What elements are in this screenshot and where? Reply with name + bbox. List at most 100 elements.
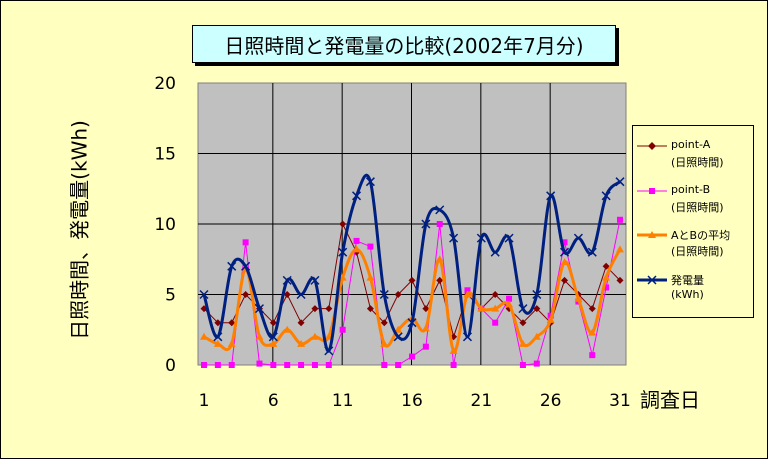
series-1-point-16 xyxy=(422,343,429,350)
legend-item-generation: 発電量 (kWh) xyxy=(633,272,753,312)
series-0-point-26 xyxy=(561,276,569,284)
series-3-point-10 xyxy=(338,247,348,257)
series-3-point-21 xyxy=(490,247,500,257)
series-3-point-9 xyxy=(324,346,334,356)
series-1-point-9 xyxy=(325,362,332,368)
x-tick-label-3: 16 xyxy=(401,391,423,411)
series-2-point-29 xyxy=(602,273,611,281)
series-3-point-0 xyxy=(199,289,209,300)
series-1-point-1 xyxy=(214,362,221,368)
series-3-point-14 xyxy=(393,332,403,342)
series-3-point-4 xyxy=(254,304,264,314)
series-3-point-24 xyxy=(532,289,542,300)
legend-item-point-a: point-A (日照時間) xyxy=(633,138,753,178)
series-2-point-20 xyxy=(477,304,486,312)
series-2-point-27 xyxy=(574,294,583,302)
series-3-point-18 xyxy=(449,233,459,243)
legend-sub-point-b: (日照時間) xyxy=(671,201,724,214)
series-0-point-16 xyxy=(422,305,430,313)
series-3-point-25 xyxy=(546,191,556,201)
series-2-point-25 xyxy=(546,315,555,323)
legend-label-generation: 発電量 xyxy=(671,274,704,287)
series-2-point-16 xyxy=(421,324,430,332)
y-tick-label-3: 15 xyxy=(154,145,176,165)
legend-item-average: AとBの平均 (日照時間) xyxy=(633,227,753,267)
y-tick-label-2: 10 xyxy=(154,215,176,235)
series-3-point-1 xyxy=(213,332,223,342)
series-2-point-19 xyxy=(463,290,472,298)
series-1-point-5 xyxy=(270,362,277,368)
x-tick-label-4: 21 xyxy=(471,391,493,411)
series-1-point-23 xyxy=(519,362,526,368)
series-3-point-3 xyxy=(241,261,251,271)
series-2-point-23 xyxy=(518,339,527,347)
series-0-point-3 xyxy=(242,291,250,298)
series-3-point-5 xyxy=(268,332,278,342)
series-1-point-21 xyxy=(492,319,499,326)
series-0-point-9 xyxy=(325,305,333,313)
series-1-point-26 xyxy=(561,239,568,246)
x-tick-label-6: 31 xyxy=(609,391,631,411)
series-1-point-15 xyxy=(409,353,415,360)
legend-item-point-b: point-B (日照時間) xyxy=(633,183,753,223)
y-tick-label-4: 20 xyxy=(154,74,176,94)
series-3-point-26 xyxy=(560,247,570,257)
series-3-point-17 xyxy=(435,205,445,215)
series-1-point-8 xyxy=(311,362,318,368)
series-2-point-21 xyxy=(491,304,500,312)
series-3-point-8 xyxy=(310,275,320,285)
legend-swatch-generation xyxy=(637,275,667,285)
series-3-point-30 xyxy=(615,177,625,187)
series-2-point-7 xyxy=(297,339,306,347)
series-0-point-30 xyxy=(616,276,624,284)
series-0-point-8 xyxy=(311,305,319,313)
series-3-point-7 xyxy=(296,289,306,300)
series-3-point-12 xyxy=(365,177,375,187)
legend-swatch-average xyxy=(637,231,667,238)
x-tick-label-5: 26 xyxy=(540,391,562,411)
series-2-point-26 xyxy=(560,258,569,266)
series-0-point-24 xyxy=(533,305,541,313)
series-1-point-29 xyxy=(603,284,610,291)
series-1-point-13 xyxy=(381,362,388,368)
series-1-point-12 xyxy=(367,243,374,250)
series-2-point-2 xyxy=(227,339,236,347)
x-axis-ticks: 1 6 11 16 21 26 31 xyxy=(199,391,631,411)
series-1-point-14 xyxy=(395,362,402,368)
series-2-point-4 xyxy=(255,332,264,340)
series-1-point-22 xyxy=(506,295,513,302)
series-0-point-6 xyxy=(283,291,291,298)
series-0-point-17 xyxy=(436,276,444,284)
series-0-point-1 xyxy=(214,319,222,327)
series-3-point-27 xyxy=(573,233,583,243)
chart-title: 日照時間と発電量の比較(2002年7月分) xyxy=(192,25,616,63)
legend: point-A (日照時間) point-B (日照時間) AとBの平均 (日照… xyxy=(632,125,754,318)
y-axis-ticks: 0 5 10 15 20 xyxy=(154,74,176,376)
series-3-point-29 xyxy=(601,191,611,201)
legend-label-point-b: point-B xyxy=(671,183,711,196)
series-2-point-1 xyxy=(213,339,222,347)
series-1-point-7 xyxy=(298,362,305,368)
series-3-point-13 xyxy=(379,289,389,300)
y-tick-label-1: 5 xyxy=(165,286,176,306)
legend-sub-point-a: (日照時間) xyxy=(671,156,724,169)
series-2-point-28 xyxy=(588,328,597,336)
series-0-point-14 xyxy=(394,291,402,298)
series-3 xyxy=(199,173,625,356)
y-axis-label: 日照時間、発電量(kWh) xyxy=(67,120,92,340)
series-3-point-22 xyxy=(504,233,514,243)
series-1-point-0 xyxy=(201,362,207,368)
series-0-point-13 xyxy=(380,319,388,327)
series-2-point-6 xyxy=(283,325,292,333)
series-2-point-11 xyxy=(352,245,361,253)
series-0-point-28 xyxy=(588,305,596,313)
series-2-point-18 xyxy=(449,346,458,354)
series-0-point-23 xyxy=(519,319,527,327)
series-1-point-11 xyxy=(353,237,360,244)
legend-sub-average: (日照時間) xyxy=(671,245,724,258)
series-3-point-19 xyxy=(462,332,472,342)
x-tick-label-1: 6 xyxy=(268,391,279,411)
series-3-point-2 xyxy=(227,261,237,271)
series-3-point-20 xyxy=(476,233,486,243)
series-2-point-22 xyxy=(505,300,514,308)
